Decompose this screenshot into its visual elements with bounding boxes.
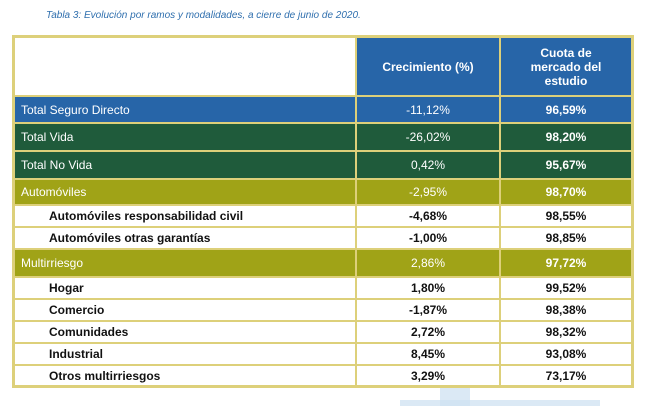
table-row: Total No Vida 0,42% 95,67% — [15, 150, 631, 178]
table-row: Comercio -1,87% 98,38% — [15, 298, 631, 320]
table-row: Comunidades 2,72% 98,32% — [15, 320, 631, 342]
row-growth: -4,68% — [357, 206, 501, 226]
row-growth: 2,72% — [357, 322, 501, 342]
header-empty-cell — [15, 38, 357, 95]
row-label: Total Seguro Directo — [15, 97, 357, 122]
row-label: Multirriesgo — [15, 250, 357, 276]
data-table: Crecimiento (%) Cuota de mercado del est… — [12, 35, 634, 388]
row-growth: -11,12% — [357, 97, 501, 122]
row-share: 98,70% — [501, 180, 631, 204]
row-label: Comunidades — [15, 322, 357, 342]
row-growth: -26,02% — [357, 124, 501, 150]
row-label: Total Vida — [15, 124, 357, 150]
header-market-share-label: Cuota de mercado del estudio — [530, 45, 602, 88]
row-growth: 3,29% — [357, 366, 501, 385]
header-market-share: Cuota de mercado del estudio — [501, 38, 631, 95]
row-growth: -2,95% — [357, 180, 501, 204]
row-share: 73,17% — [501, 366, 631, 385]
table-row: Otros multirriesgos 3,29% 73,17% — [15, 364, 631, 385]
row-share: 98,38% — [501, 300, 631, 320]
table-row: Total Seguro Directo -11,12% 96,59% — [15, 95, 631, 122]
table-row: Automóviles otras garantías -1,00% 98,85… — [15, 226, 631, 248]
table-row: Total Vida -26,02% 98,20% — [15, 122, 631, 150]
row-label: Automóviles responsabilidad civil — [15, 206, 357, 226]
row-share: 96,59% — [501, 97, 631, 122]
table-row: Industrial 8,45% 93,08% — [15, 342, 631, 364]
table-header-row: Crecimiento (%) Cuota de mercado del est… — [15, 38, 631, 95]
row-share: 95,67% — [501, 152, 631, 178]
row-growth: 1,80% — [357, 278, 501, 298]
table-caption: Tabla 3: Evolución por ramos y modalidad… — [46, 10, 361, 21]
row-share: 98,85% — [501, 228, 631, 248]
table-row: Multirriesgo 2,86% 97,72% — [15, 248, 631, 276]
row-label: Comercio — [15, 300, 357, 320]
row-label: Industrial — [15, 344, 357, 364]
row-growth: -1,87% — [357, 300, 501, 320]
row-growth: -1,00% — [357, 228, 501, 248]
row-share: 97,72% — [501, 250, 631, 276]
table-row: Automóviles -2,95% 98,70% — [15, 178, 631, 204]
row-growth: 0,42% — [357, 152, 501, 178]
background-watermark — [400, 400, 600, 406]
row-share: 98,55% — [501, 206, 631, 226]
row-label: Total No Vida — [15, 152, 357, 178]
row-label: Hogar — [15, 278, 357, 298]
row-share: 93,08% — [501, 344, 631, 364]
row-label: Automóviles otras garantías — [15, 228, 357, 248]
row-growth: 8,45% — [357, 344, 501, 364]
row-growth: 2,86% — [357, 250, 501, 276]
table-row: Automóviles responsabilidad civil -4,68%… — [15, 204, 631, 226]
header-growth: Crecimiento (%) — [357, 38, 501, 95]
row-share: 99,52% — [501, 278, 631, 298]
table-row: Hogar 1,80% 99,52% — [15, 276, 631, 298]
row-share: 98,32% — [501, 322, 631, 342]
row-share: 98,20% — [501, 124, 631, 150]
row-label: Automóviles — [15, 180, 357, 204]
row-label: Otros multirriesgos — [15, 366, 357, 385]
